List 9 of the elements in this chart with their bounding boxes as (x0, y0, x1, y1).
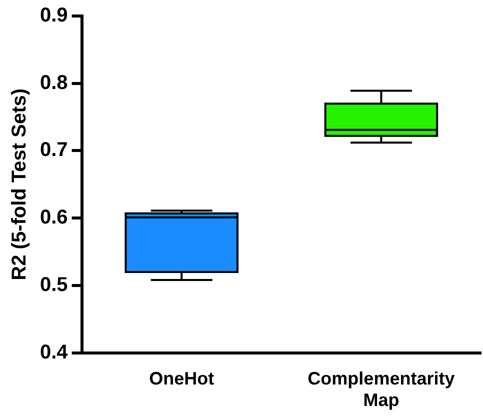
x-tick-label: Complementarity Map (308, 368, 455, 410)
y-tick-label: 0.6 (40, 206, 68, 229)
y-tick-label: 0.8 (40, 72, 68, 94)
y-tick-label: 0.7 (40, 139, 68, 162)
y-tick-label: 0.5 (40, 274, 68, 296)
y-tick-label: 0.9 (40, 4, 68, 27)
x-tick-label: OneHot (149, 368, 214, 389)
y-axis-title: R2 (5-fold Test Sets) (8, 88, 31, 280)
y-tick-label: 0.4 (40, 341, 69, 364)
